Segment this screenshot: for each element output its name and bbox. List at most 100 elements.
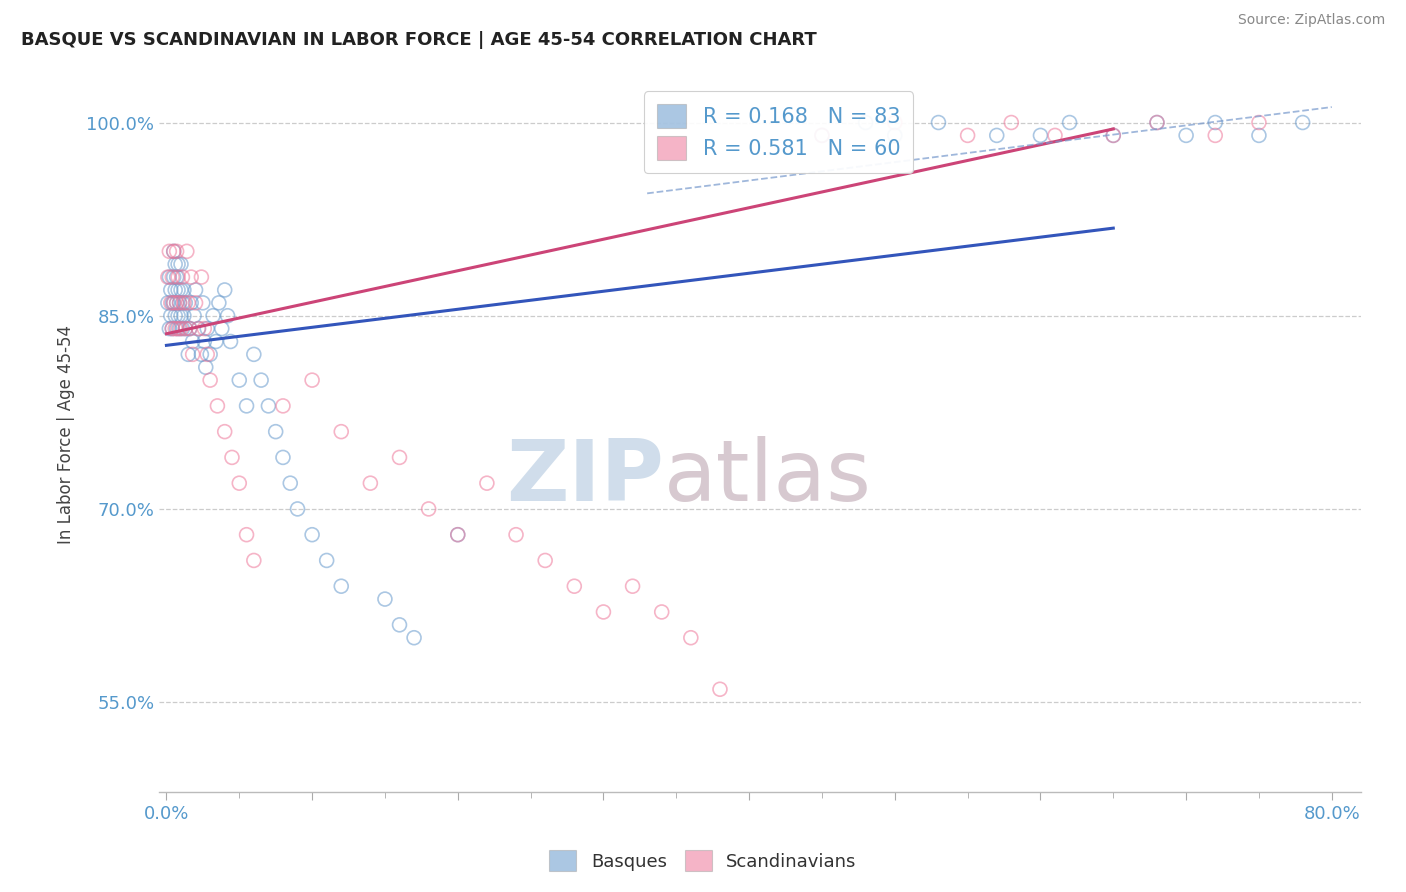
- Point: [228, 373, 250, 387]
- Point: [1059, 115, 1081, 129]
- Text: BASQUE VS SCANDINAVIAN IN LABOR FORCE | AGE 45-54 CORRELATION CHART: BASQUE VS SCANDINAVIAN IN LABOR FORCE | …: [21, 31, 817, 49]
- Point: [162, 321, 184, 335]
- Point: [621, 579, 644, 593]
- Point: [187, 321, 209, 335]
- Point: [1291, 115, 1313, 129]
- Point: [208, 296, 231, 310]
- Point: [1000, 115, 1022, 129]
- Point: [883, 128, 905, 143]
- Point: [156, 296, 179, 310]
- Point: [271, 399, 294, 413]
- Point: [169, 321, 191, 335]
- Point: [167, 309, 190, 323]
- Point: [475, 476, 498, 491]
- Point: [956, 128, 979, 143]
- Point: [170, 309, 193, 323]
- Point: [193, 321, 215, 335]
- Point: [1204, 128, 1226, 143]
- Point: [163, 244, 186, 259]
- Point: [157, 321, 180, 335]
- Point: [388, 450, 411, 465]
- Point: [165, 321, 187, 335]
- Point: [172, 321, 194, 335]
- Point: [243, 553, 266, 567]
- Point: [163, 296, 186, 310]
- Point: [162, 296, 184, 310]
- Point: [235, 399, 257, 413]
- Point: [195, 321, 218, 335]
- Point: [170, 283, 193, 297]
- Point: [157, 270, 180, 285]
- Point: [166, 296, 188, 310]
- Point: [173, 283, 195, 297]
- Point: [165, 257, 187, 271]
- Point: [214, 283, 236, 297]
- Point: [194, 360, 217, 375]
- Point: [1102, 128, 1125, 143]
- Point: [278, 476, 301, 491]
- Point: [166, 270, 188, 285]
- Point: [505, 527, 527, 541]
- Point: [1175, 128, 1198, 143]
- Point: [264, 425, 287, 439]
- Legend: Basques, Scandinavians: Basques, Scandinavians: [543, 843, 863, 879]
- Point: [207, 399, 229, 413]
- Point: [250, 373, 273, 387]
- Point: [183, 309, 205, 323]
- Point: [167, 283, 190, 297]
- Text: Source: ZipAtlas.com: Source: ZipAtlas.com: [1237, 13, 1385, 28]
- Point: [184, 296, 207, 310]
- Point: [562, 579, 585, 593]
- Point: [177, 347, 200, 361]
- Point: [211, 321, 233, 335]
- Point: [301, 373, 323, 387]
- Point: [243, 347, 266, 361]
- Point: [187, 321, 209, 335]
- Point: [534, 553, 557, 567]
- Point: [202, 309, 225, 323]
- Point: [315, 553, 337, 567]
- Point: [165, 283, 187, 297]
- Point: [271, 450, 294, 465]
- Point: [205, 334, 228, 349]
- Point: [193, 334, 215, 349]
- Point: [180, 296, 202, 310]
- Point: [184, 283, 207, 297]
- Point: [592, 605, 614, 619]
- Point: [301, 527, 323, 541]
- Point: [1029, 128, 1052, 143]
- Point: [163, 296, 186, 310]
- Point: [359, 476, 381, 491]
- Point: [235, 527, 257, 541]
- Point: [404, 631, 426, 645]
- Point: [330, 425, 353, 439]
- Point: [855, 115, 877, 129]
- Point: [1247, 115, 1270, 129]
- Point: [986, 128, 1008, 143]
- Point: [679, 631, 702, 645]
- Point: [163, 270, 186, 285]
- Point: [181, 347, 204, 361]
- Point: [180, 270, 202, 285]
- Point: [169, 296, 191, 310]
- Point: [388, 617, 411, 632]
- Point: [167, 257, 190, 271]
- Point: [163, 244, 186, 259]
- Point: [173, 309, 195, 323]
- Point: [179, 321, 201, 335]
- Point: [169, 296, 191, 310]
- Point: [159, 309, 181, 323]
- Point: [179, 321, 201, 335]
- Point: [883, 115, 905, 129]
- Point: [162, 321, 184, 335]
- Point: [418, 502, 440, 516]
- Point: [374, 592, 396, 607]
- Point: [162, 270, 184, 285]
- Point: [1043, 128, 1066, 143]
- Point: [166, 244, 188, 259]
- Point: [651, 605, 673, 619]
- Point: [198, 373, 221, 387]
- Point: [177, 296, 200, 310]
- Point: [447, 527, 470, 541]
- Point: [1102, 128, 1125, 143]
